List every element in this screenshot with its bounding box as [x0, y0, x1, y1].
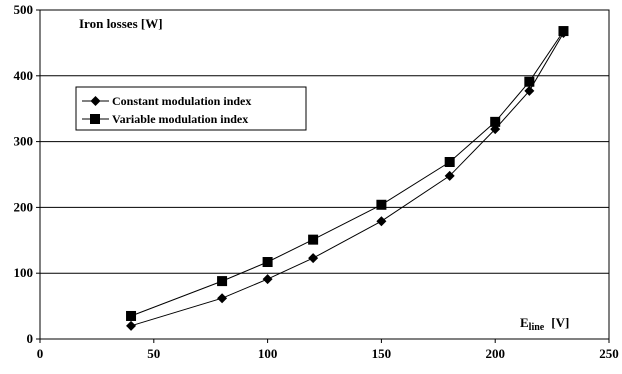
- data-point-square: [263, 257, 273, 267]
- data-point-square: [126, 311, 136, 321]
- data-point-square: [558, 26, 568, 36]
- series-line-0: [131, 33, 564, 326]
- y-tick-label: 0: [27, 331, 34, 346]
- series-markers: [126, 26, 568, 331]
- y-tick-label: 300: [14, 134, 34, 149]
- y-tick-label: 200: [14, 199, 34, 214]
- x-tick-label: 50: [147, 346, 160, 361]
- legend-label-constant: Constant modulation index: [112, 94, 251, 108]
- data-point-square: [445, 157, 455, 167]
- data-point-diamond: [126, 321, 136, 331]
- data-point-diamond: [308, 253, 318, 263]
- data-point-diamond: [263, 274, 273, 284]
- y-axis-ticks: 0 100 200 300 400 500: [14, 2, 41, 346]
- y-axis-label: Iron losses [W]: [79, 16, 163, 31]
- y-tick-label: 500: [14, 2, 34, 17]
- data-point-diamond: [217, 293, 227, 303]
- y-tick-label: 100: [14, 265, 34, 280]
- x-tick-label: 150: [372, 346, 392, 361]
- legend-square-marker: [90, 114, 100, 124]
- data-point-diamond: [376, 216, 386, 226]
- y-tick-label: 400: [14, 68, 34, 83]
- plot-area: [40, 10, 609, 339]
- x-axis-label: Eline [V]: [520, 315, 569, 333]
- legend: Constant modulation index Variable modul…: [76, 87, 306, 130]
- x-axis-ticks: 0 50 100 150 200 250: [37, 339, 619, 361]
- data-point-square: [524, 77, 534, 87]
- x-tick-label: 250: [599, 346, 619, 361]
- data-point-square: [217, 276, 227, 286]
- legend-label-variable: Variable modulation index: [112, 112, 248, 126]
- x-tick-label: 0: [37, 346, 44, 361]
- data-point-square: [376, 200, 386, 210]
- data-point-square: [490, 117, 500, 127]
- data-point-square: [308, 235, 318, 245]
- x-tick-label: 100: [258, 346, 278, 361]
- x-tick-label: 200: [485, 346, 505, 361]
